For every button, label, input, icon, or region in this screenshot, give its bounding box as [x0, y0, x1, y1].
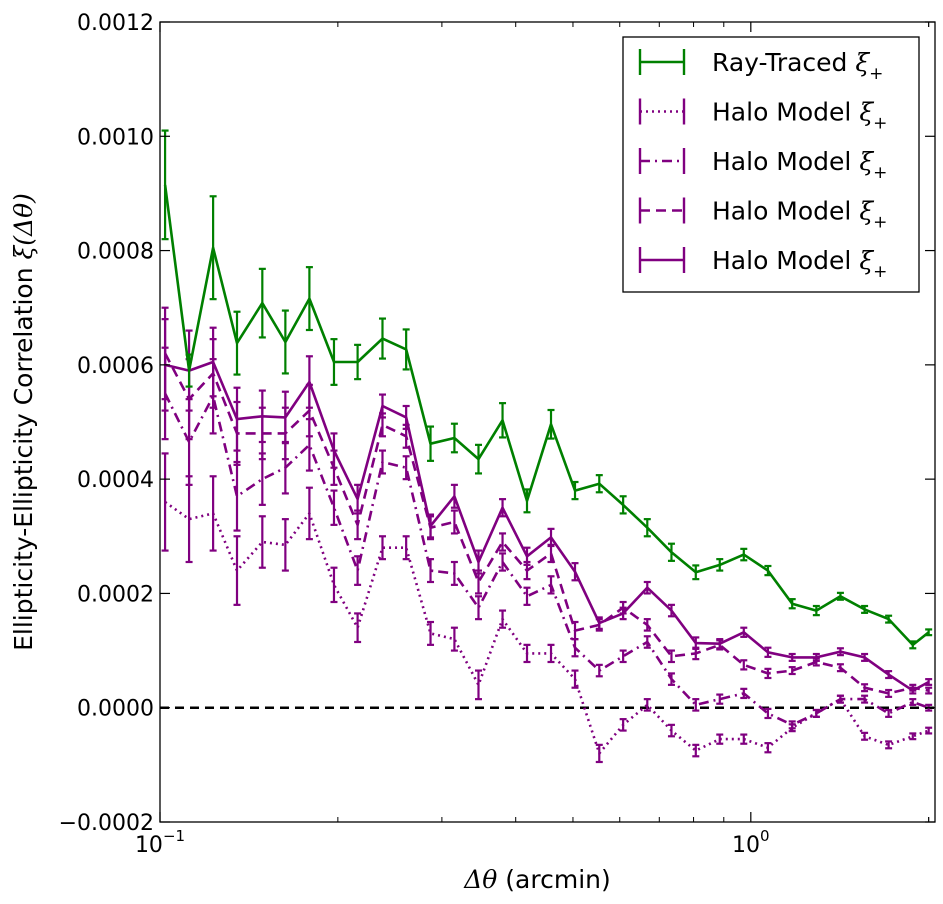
error-bar [233, 460, 241, 532]
error-bar [788, 723, 796, 733]
error-bar [885, 740, 893, 750]
series-line [163, 352, 929, 695]
error-bar [258, 515, 266, 569]
error-bar [378, 535, 386, 561]
error-bar [258, 452, 266, 506]
legend-entry: Halo Model ξ+ [638, 147, 887, 183]
series-line [164, 500, 930, 755]
y-tick-label: 0.0010 [77, 125, 154, 150]
y-tick-label: 0.0004 [77, 468, 154, 493]
legend-label: Halo Model ξ+ [712, 147, 887, 183]
legend-entry: Halo Model ξ+ [638, 246, 887, 282]
error-bar [474, 669, 482, 701]
series-1 [161, 129, 933, 650]
y-tick-label: 0.0008 [77, 240, 154, 265]
y-axis-label: Ellipticity-Ellipticity Correlation ξ(Δθ… [9, 193, 38, 651]
error-bar [161, 452, 169, 552]
error-bar [716, 639, 724, 651]
error-bar [925, 726, 933, 735]
legend: Ray-Traced ξ+ Halo Model ξ+ Halo Model ξ+ H… [622, 36, 920, 293]
y-tick-label: 0.0002 [77, 582, 154, 607]
legend-box [622, 36, 920, 293]
error-bar [716, 733, 724, 745]
error-bar [427, 620, 435, 646]
series-2 [161, 452, 933, 764]
error-bar [643, 698, 651, 712]
error-bar [354, 612, 362, 644]
error-bar [885, 708, 893, 718]
y-tick-label: 0.0012 [77, 11, 154, 36]
error-bar [233, 535, 241, 606]
error-bar [667, 649, 675, 664]
error-bar [764, 707, 772, 720]
axes: −0.0002 0.0000 0.0002 0.0004 0.0006 0.0008 0.0… [9, 11, 936, 894]
error-bar [499, 532, 507, 552]
legend-entry: Halo Model ξ+ [638, 98, 887, 134]
error-bar [402, 535, 410, 561]
legend-entry: Ray-Traced ξ+ [638, 48, 883, 84]
y-tick-label: 0.0006 [77, 354, 154, 379]
series-3 [161, 346, 933, 730]
error-bar [692, 743, 700, 758]
error-bar [209, 358, 217, 435]
error-bar [450, 626, 458, 652]
error-bar [692, 698, 700, 712]
error-bar [185, 475, 193, 564]
error-bar [909, 732, 917, 741]
plot-content [160, 129, 935, 764]
error-bar [740, 659, 748, 671]
error-bar [523, 586, 531, 606]
series-line [163, 184, 930, 647]
error-bar [281, 518, 289, 572]
legend-entry: Halo Model ξ+ [638, 197, 887, 233]
axes-frame [159, 21, 936, 823]
legend-label: Halo Model ξ+ [712, 197, 887, 233]
x-axis-label: Δθ (arcmin) [463, 865, 611, 894]
error-bar [330, 566, 338, 604]
error-bar [161, 129, 169, 241]
error-bar [788, 666, 796, 676]
legend-label: Ray-Traced ξ+ [712, 48, 883, 84]
error-bar [450, 509, 458, 535]
error-bar [716, 693, 724, 705]
x-tick-label: 100 [732, 827, 770, 858]
error-bar [474, 569, 482, 595]
error-bar [619, 649, 627, 664]
legend-label: Halo Model ξ+ [712, 246, 887, 282]
error-bar [474, 595, 482, 621]
error-bar [305, 418, 313, 472]
legend-label: Halo Model ξ+ [712, 98, 887, 134]
plot-area [160, 129, 935, 764]
series-line [164, 360, 930, 692]
x-tick-label: 10−1 [135, 827, 185, 858]
error-bar [571, 669, 579, 689]
y-tick-label: 0.0000 [77, 697, 154, 722]
series-line [163, 392, 930, 727]
error-bar [909, 698, 917, 706]
error-bar [330, 489, 338, 526]
error-bar [499, 552, 507, 572]
error-bar [885, 688, 893, 698]
y-tick-label: −0.0002 [59, 811, 154, 836]
